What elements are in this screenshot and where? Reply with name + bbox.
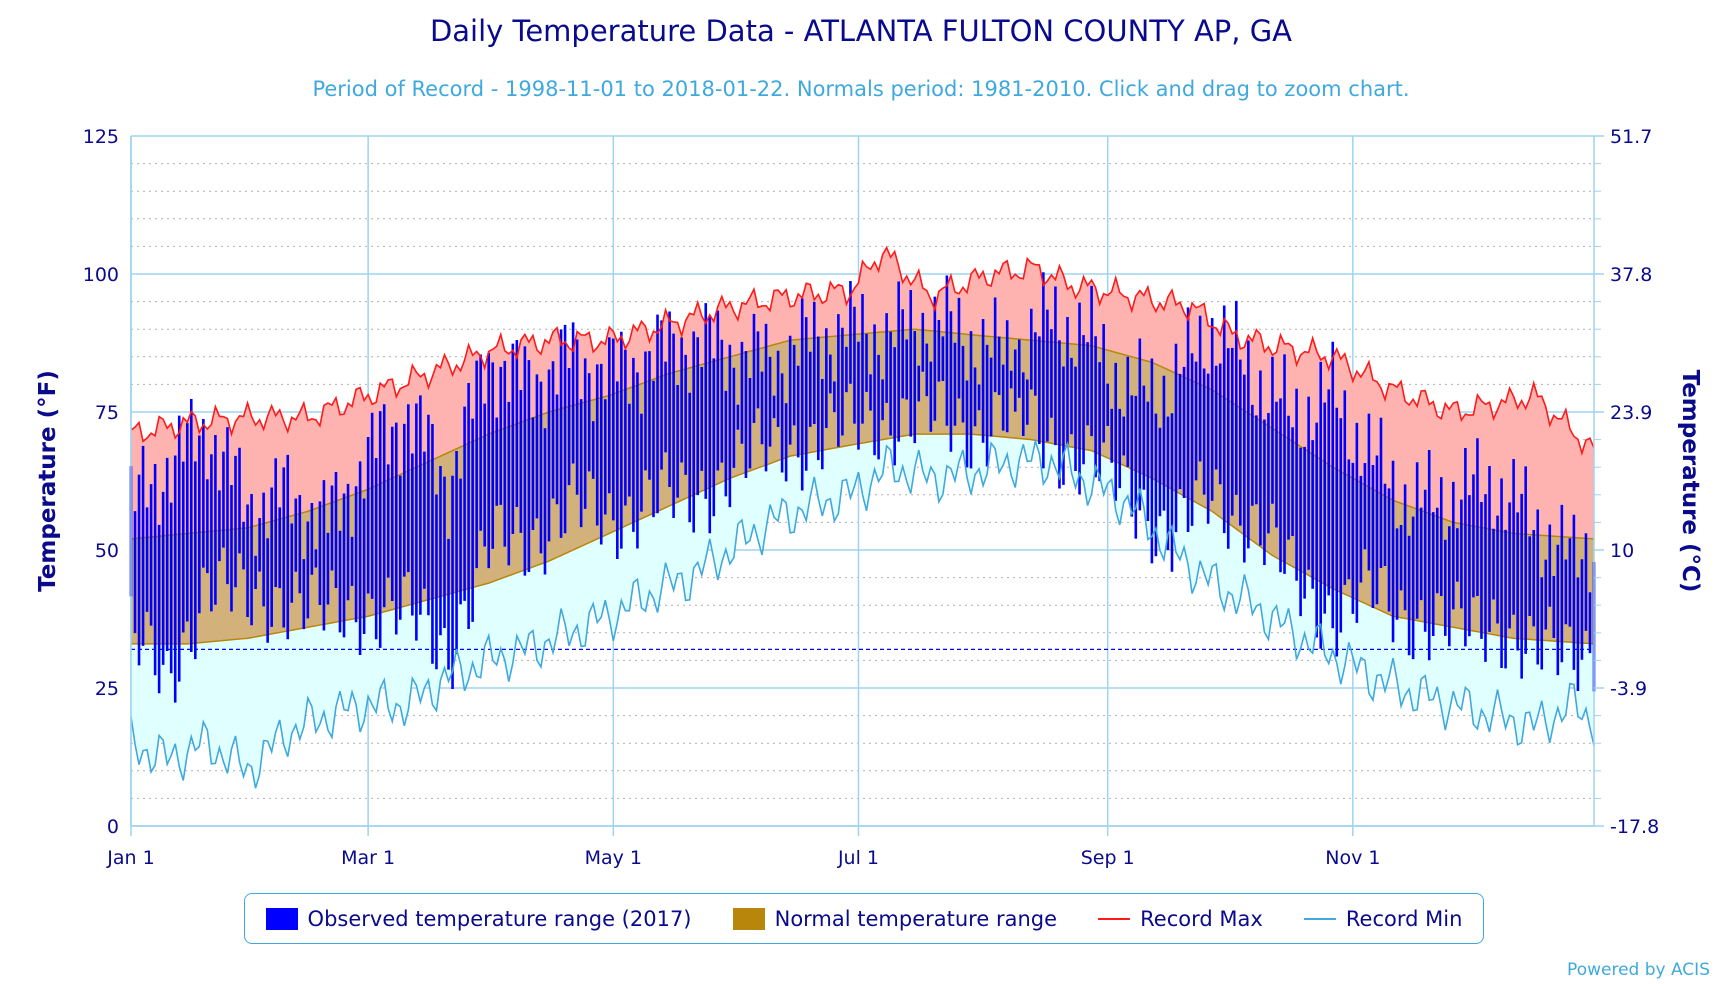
x-tick-label: May 1 [585,847,642,869]
y2-tick-label: -3.9 [1610,678,1647,700]
x-tick-label: Mar 1 [341,847,395,869]
y-axis-title: Temperature (°F) [35,370,61,592]
chart-legend: Observed temperature range (2017) Normal… [244,893,1484,944]
chart-title: Daily Temperature Data - ATLANTA FULTON … [429,14,1293,48]
legend-item-record-min[interactable]: Record Min [1303,906,1463,931]
y-tick-label: 75 [95,402,119,424]
y-tick-label: 50 [95,540,119,562]
normal-low-line [131,433,1595,645]
x-tick-label: Jan 1 [106,847,154,869]
y-tick-label: 0 [107,816,119,838]
y2-tick-label: 23.9 [1610,402,1652,424]
normal-swatch [732,907,765,930]
y-tick-label: 100 [83,264,119,286]
credits-link[interactable]: Powered by ACIS [1567,960,1710,980]
record-lines [130,245,1595,789]
y-tick-label: 25 [95,678,119,700]
x-tick-label: Sep 1 [1081,847,1135,869]
legend-label-normal: Normal temperature range [774,906,1058,931]
y2-tick-label: 51.7 [1610,126,1652,148]
y2-tick-label: 10 [1610,540,1634,562]
legend-label-observed: Observed temperature range (2017) [307,906,692,931]
y2-axis-title: Temperature (°C) [1677,370,1703,593]
observed-swatch [265,907,298,930]
legend-item-record-max[interactable]: Record Max [1098,907,1263,931]
legend-item-observed[interactable]: Observed temperature range (2017) [265,906,692,931]
x-tick-label: Nov 1 [1325,847,1380,869]
axes: 0 -17.8 25 -3.9 50 10 75 23.9 100 37.8 125 51.7 Jan … [35,126,1703,869]
record-max-swatch [1098,917,1131,920]
record-max-line [130,245,1595,456]
y2-tick-label: 37.8 [1610,264,1652,286]
chart-subtitle: Period of Record - 1998-11-01 to 2018-01… [312,77,1410,101]
record-min-swatch [1303,917,1336,920]
y2-tick-label: -17.8 [1610,816,1659,838]
y-tick-label: 125 [83,126,119,148]
legend-item-normal[interactable]: Normal temperature range [732,906,1058,931]
legend-label-record-max: Record Max [1140,906,1263,931]
record-min-line [130,437,1595,789]
legend-label-record-min: Record Min [1345,906,1463,931]
x-tick-label: Jul 1 [837,847,879,869]
observed-bars [129,272,1596,703]
